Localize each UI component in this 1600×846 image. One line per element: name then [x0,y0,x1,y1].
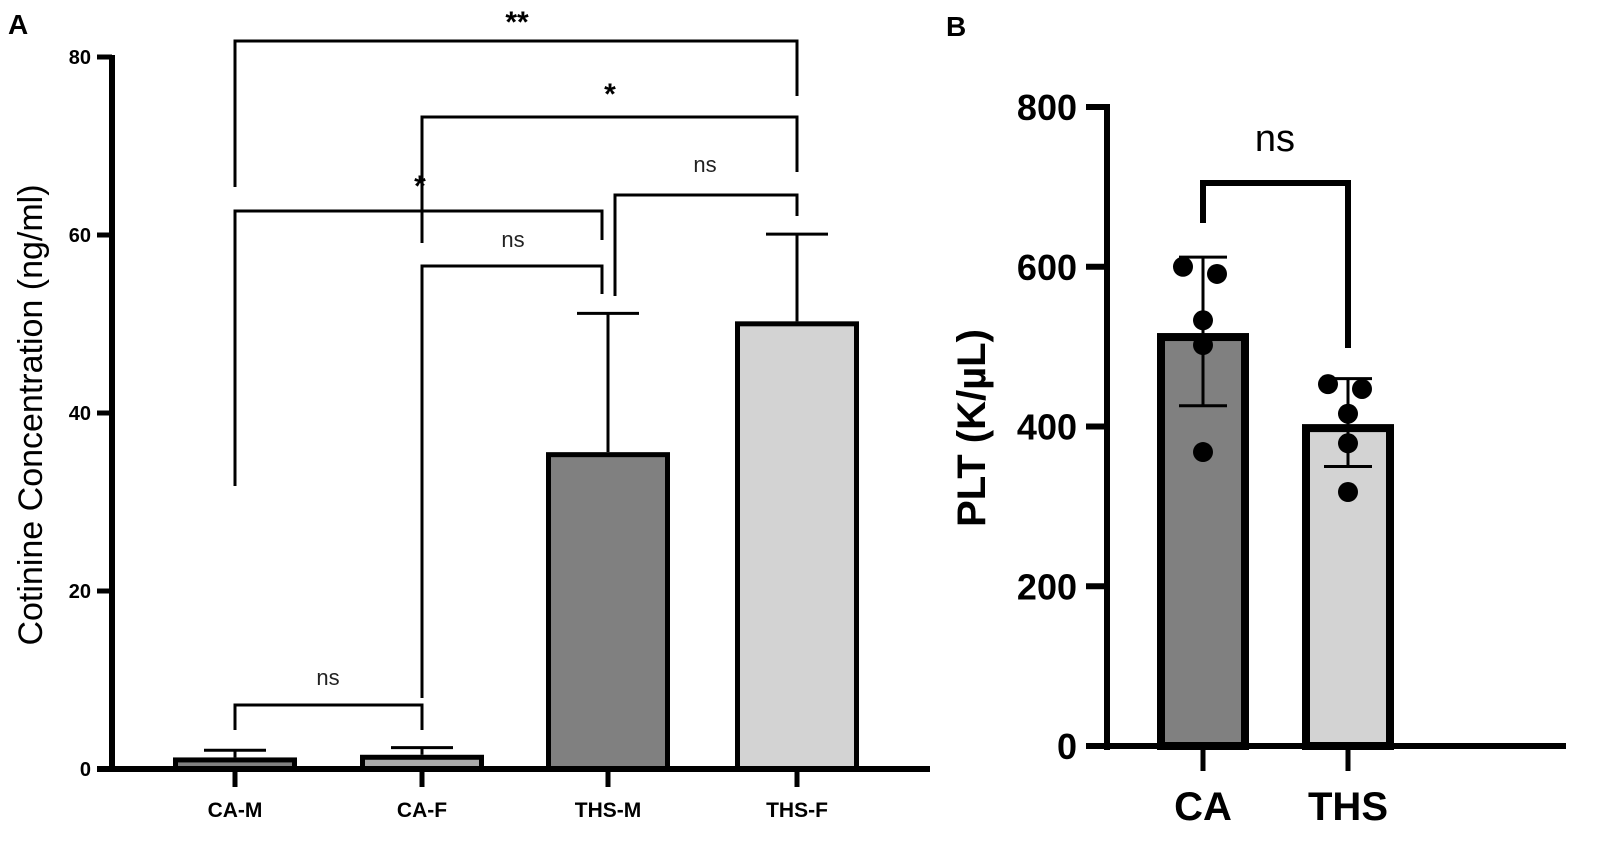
data-point-ths [1338,433,1358,454]
data-point-ths [1338,403,1358,424]
significance-label: * [414,170,426,203]
significance-label: ns [1255,118,1295,160]
significance-label: ns [316,665,339,690]
data-point-ths [1318,374,1338,395]
x-tick-label: CA [1174,785,1232,829]
y-tick-label: 600 [1017,247,1077,288]
data-point-ca [1173,256,1193,277]
panel-label-b: B [946,11,966,42]
bar-ths-f [735,321,859,772]
significance-label: ** [505,6,529,39]
bar-ths-m [546,452,670,772]
y-tick-label: 60 [69,225,91,247]
x-tick-label: CA-F [397,799,447,822]
y-tick-label: 20 [69,581,91,603]
y-axis-label: Cotinine Concentration (ng/ml) [12,184,50,645]
panel-a-chart: Cotinine Concentration (ng/ml) 0 20 40 60 80 C… [12,6,930,822]
y-tick-label: 800 [1017,87,1077,128]
data-point-ca [1193,310,1213,331]
significance-bracket [233,39,799,187]
x-tick-label: CA-M [208,799,263,822]
data-point-ca [1207,263,1227,284]
x-tick-label: THS-M [575,799,642,822]
data-point-ths [1352,378,1372,399]
panel-b-chart: PLT (K/µL) 0 200 400 600 800 CA THS ns [950,87,1566,829]
x-tick-label: THS-F [766,799,828,822]
y-tick-label: 80 [69,47,91,69]
significance-bracket [613,193,799,296]
significance-bracket [1200,180,1351,348]
significance-label: ns [501,227,524,252]
data-point-ca [1193,335,1213,356]
y-axis-label: PLT (K/µL) [950,329,994,527]
y-tick-label: 0 [80,759,91,781]
bar-ths [1302,424,1394,750]
x-tick-label: THS [1308,785,1388,829]
significance-bracket [233,209,604,486]
significance-label: * [604,78,616,111]
y-tick-label: 0 [1057,726,1077,767]
significance-bracket [233,703,424,730]
data-point-ca [1193,442,1213,463]
significance-label: ns [693,152,716,177]
panel-label-a: A [8,9,28,40]
data-point-ths [1338,481,1358,502]
y-tick-label: 40 [69,403,91,425]
y-tick-label: 200 [1017,566,1077,607]
significance-bracket [420,115,799,243]
y-tick-label: 400 [1017,407,1077,448]
significance-bracket [420,264,604,698]
